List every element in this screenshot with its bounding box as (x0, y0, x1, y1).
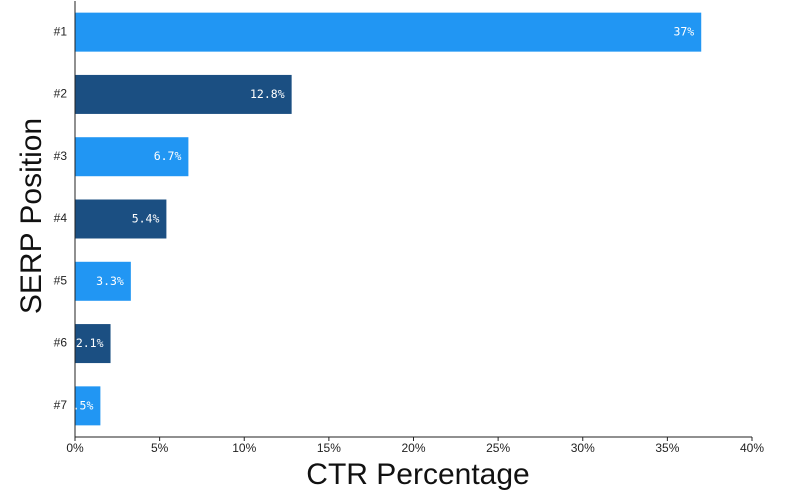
value-label: 37% (673, 25, 694, 39)
y-axis-label: SERP Position (15, 118, 48, 314)
bar (75, 261, 131, 301)
x-tick-label: 40% (740, 441, 764, 455)
x-tick-label: 30% (571, 441, 595, 455)
bar (75, 324, 111, 364)
y-tick-label: #7 (54, 398, 68, 412)
value-label: 6.7% (154, 149, 182, 163)
x-tick-label: 35% (655, 441, 679, 455)
y-tick-label: #5 (54, 273, 68, 287)
bar (75, 12, 702, 52)
y-tick-label: #6 (54, 336, 68, 350)
y-tick-label: #1 (54, 24, 68, 38)
value-label: 12.8% (250, 87, 285, 101)
x-tick-label: 10% (232, 441, 256, 455)
x-tick-label: 15% (317, 441, 341, 455)
y-tick-label: #3 (54, 149, 68, 163)
y-tick-label: #4 (54, 211, 68, 225)
x-tick-label: 25% (486, 441, 510, 455)
x-axis-label: CTR Percentage (306, 458, 529, 491)
bar (75, 137, 189, 177)
value-label: 2.1% (76, 336, 104, 350)
value-label: 5.4% (132, 212, 160, 226)
x-tick-label: 5% (151, 441, 169, 455)
bar (75, 74, 292, 114)
y-tick-label: #2 (54, 87, 68, 101)
bar (75, 386, 101, 426)
value-label: 1.5% (66, 398, 94, 412)
x-tick-label: 0% (66, 441, 84, 455)
x-tick-label: 20% (401, 441, 425, 455)
value-label: 3.3% (96, 274, 124, 288)
bar (75, 199, 167, 239)
